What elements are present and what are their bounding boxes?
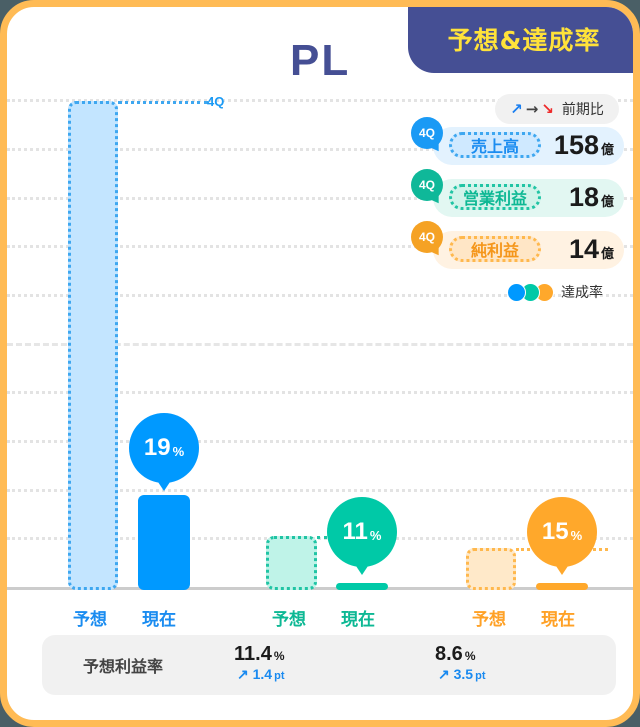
x-label-forecast: 予想 <box>472 610 506 630</box>
kpi-label: 純利益 <box>449 236 541 262</box>
forecast-margin-panel: 予想利益率 11.4% ↗ 1.4 pt 8.6% ↗ 3.5 pt <box>42 635 616 695</box>
achievement-value: 19 <box>143 434 171 461</box>
achievement-bubble-revenue: 19% <box>129 413 199 491</box>
kpi-value: 18 億 <box>569 182 614 213</box>
margin-number: 8.6 <box>435 643 463 665</box>
forecast-margin-label: 予想利益率 <box>83 657 164 676</box>
achievement-value: 15 <box>541 518 569 545</box>
margin-number: 11.4 <box>234 643 272 665</box>
kpi-unit: 億 <box>600 194 614 209</box>
achievement-label: 達成率 <box>561 285 603 301</box>
chart-baseline <box>7 587 633 590</box>
achievement-bubble-net-profit: 15% <box>527 497 597 575</box>
blue-bubble-icon <box>507 282 526 302</box>
arrow-up-icon: ↗ <box>237 666 249 682</box>
gridline <box>7 148 633 151</box>
x-label-forecast: 予想 <box>272 610 306 630</box>
kpi-unit: 億 <box>600 246 614 261</box>
kpi-unit: 億 <box>600 142 614 157</box>
margin-unit: % <box>464 649 476 663</box>
margin-value: 8.6% <box>435 643 485 666</box>
quarter-badge: 4Q <box>411 169 443 201</box>
margin-unit: % <box>273 649 285 663</box>
page-title: PL <box>290 36 351 85</box>
percent-sign: % <box>570 527 583 543</box>
actual-bar-net-profit <box>536 583 588 590</box>
x-label-forecast: 予想 <box>73 610 107 630</box>
gridline <box>7 245 633 248</box>
operating-margin: 11.4% ↗ 1.4 pt <box>234 643 285 683</box>
quarter-badge: 4Q <box>411 117 443 149</box>
forecast-leader-line <box>118 101 208 104</box>
gridline <box>7 391 633 394</box>
x-label-actual: 現在 <box>541 610 575 630</box>
delta-number: 3.5 <box>453 666 474 682</box>
forecast-bar-operating-profit <box>266 536 317 590</box>
quarter-badge: 4Q <box>411 221 443 253</box>
arrow-up-icon: ↗ <box>510 100 523 118</box>
actual-bar-revenue <box>138 495 190 590</box>
forecast-achievement-badge: 予想&達成率 <box>408 7 633 73</box>
kpi-value: 14 億 <box>569 234 614 265</box>
gridline <box>7 294 633 297</box>
margin-delta: ↗ 3.5 pt <box>438 666 485 683</box>
period-compare-legend: ↗ → ↘ 前期比 <box>495 94 619 124</box>
kpi-label: 営業利益 <box>449 184 541 210</box>
delta-unit: pt <box>475 670 486 682</box>
forecast-bar-net-profit <box>466 548 516 590</box>
forecast-4q-label: 4Q <box>207 94 225 109</box>
forecast-bar-revenue <box>68 101 118 590</box>
percent-sign: % <box>369 527 382 543</box>
gridline <box>7 489 633 492</box>
kpi-number: 18 <box>568 182 599 212</box>
period-compare-label: 前期比 <box>561 102 604 118</box>
margin-value: 11.4% <box>234 643 285 666</box>
net-margin: 8.6% ↗ 3.5 pt <box>435 643 485 683</box>
gridline <box>7 99 633 102</box>
arrow-right-icon: → <box>525 100 539 118</box>
arrow-up-icon: ↗ <box>438 666 450 682</box>
kpi-net-profit: 4Q 純利益 14 億 <box>411 221 624 269</box>
kpi-revenue: 4Q 売上高 158 億 <box>411 117 624 165</box>
delta-unit: pt <box>274 670 285 682</box>
margin-delta: ↗ 1.4 pt <box>237 666 285 683</box>
gridline <box>7 440 633 443</box>
kpi-label: 売上高 <box>449 132 541 158</box>
x-label-actual: 現在 <box>341 610 375 630</box>
arrow-down-icon: ↘ <box>541 100 554 118</box>
achievement-legend: 達成率 <box>507 282 603 302</box>
percent-sign: % <box>172 443 185 459</box>
achievement-bubble-operating-profit: 11% <box>327 497 397 575</box>
gridline-mid <box>7 343 633 346</box>
gridline <box>7 197 633 200</box>
kpi-value: 158 億 <box>554 130 614 161</box>
x-label-actual: 現在 <box>142 610 176 630</box>
actual-bar-operating-profit <box>336 583 388 590</box>
delta-number: 1.4 <box>252 666 273 682</box>
achievement-value: 11 <box>342 518 368 545</box>
kpi-operating-profit: 4Q 営業利益 18 億 <box>411 169 624 217</box>
kpi-number: 158 <box>553 130 599 160</box>
kpi-number: 14 <box>568 234 599 264</box>
